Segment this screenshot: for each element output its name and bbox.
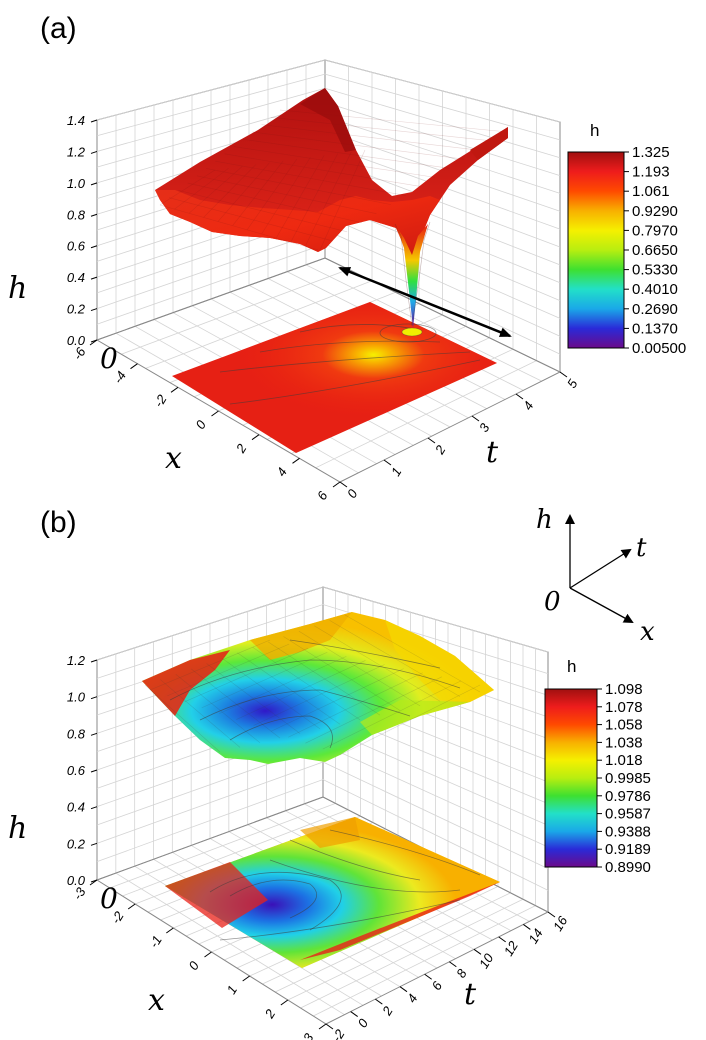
t-tick-label: 5 (564, 376, 581, 391)
colorbar-label: 0.7970 (632, 222, 678, 239)
t-tick-label: 14 (525, 926, 545, 946)
panel-a-tlabel: t (486, 435, 499, 470)
colorbar-label: 0.6650 (632, 242, 678, 259)
x-tick-label: 4 (273, 465, 290, 479)
x-tick-label: -2 (151, 391, 170, 409)
t-tick-label: 0 (355, 1015, 372, 1030)
colorbar-label: 0.9587 (605, 806, 651, 823)
panel-a-arrow (338, 266, 512, 338)
colorbar-label: 0.2690 (632, 301, 678, 318)
panel-b-colorbar: h 1.0981.0781.0581.0381.0180.99850.97860… (544, 657, 651, 876)
z-tick-label: 1.0 (67, 690, 86, 705)
panel-a-colorbar: h 1.325 1.193 1.061 0.9290 0.7970 0.6650 0.533… (567, 121, 686, 357)
z-tick-label: 0.4 (67, 800, 85, 815)
z-tick-label: 0.2 (67, 302, 86, 317)
colorbar-label: 0.9290 (632, 203, 678, 220)
x-tick-label: 3 (300, 1030, 317, 1040)
panel-b-base-map (165, 817, 500, 968)
inset-h-label: h (536, 505, 553, 535)
x-tick-label: 0 (192, 417, 209, 432)
colorbar-label: 1.038 (605, 734, 643, 751)
panel-b-colorbar-bar (544, 688, 598, 868)
colorbar-label: 1.058 (605, 717, 643, 734)
colorbar-label: 0.9388 (605, 823, 651, 840)
colorbar-label: 1.098 (605, 681, 643, 698)
panel-a-zlabel: h (8, 271, 27, 306)
x-tick-label: 2 (232, 441, 249, 457)
z-tick-label: 1.2 (67, 144, 86, 159)
inset-origin-label: 0 (544, 587, 561, 617)
z-tick-label: 0.6 (67, 763, 86, 778)
panel-a-colorbar-title: h (590, 121, 599, 140)
panel-b-colorbar-title: h (567, 657, 576, 676)
t-tick-label: 2 (379, 1003, 396, 1019)
colorbar-label: 1.193 (632, 164, 670, 181)
panel-b-z-ticks: 0.0 0.2 0.4 0.6 0.8 1.0 1.2 (67, 653, 98, 888)
panel-a-z-ticks: 0.0 0.2 0.4 0.6 0.8 1.0 1.2 1.4 (67, 113, 98, 348)
panel-b-xlabel: x (148, 983, 165, 1018)
t-tick-label: 3 (476, 420, 493, 435)
x-tick-label: 2 (261, 1006, 278, 1022)
z-tick-label: 1.2 (67, 653, 86, 668)
axes-inset: h t 0 x (536, 505, 655, 647)
x-tick-label: 6 (314, 488, 331, 503)
inset-x-label: x (640, 617, 655, 647)
panel-b-zlabel: h (8, 811, 27, 846)
panel-a-base-map (172, 302, 497, 453)
z-tick-label: 0.0 (67, 873, 86, 888)
colorbar-label: 0.5330 (632, 262, 678, 279)
colorbar-label: 0.9786 (605, 788, 651, 805)
z-tick-label: 0.2 (67, 836, 86, 851)
x-tick-label: 0 (185, 958, 202, 973)
panel-b: (b) h t 0 x (8, 505, 655, 1040)
colorbar-label: 1.061 (632, 183, 670, 200)
colorbar-label: 0.9985 (605, 770, 651, 787)
colorbar-label: 0.00500 (632, 340, 686, 357)
colorbar-label: 1.325 (632, 144, 670, 161)
x-tick-label: -1 (146, 933, 165, 951)
t-tick-label: 1 (388, 465, 405, 479)
panel-a-origin: 0 (100, 342, 118, 375)
panel-a-xlabel: x (165, 441, 182, 476)
z-tick-label: 0.4 (67, 270, 85, 285)
t-tick-label: 6 (429, 978, 446, 993)
z-tick-label: 1.0 (67, 176, 86, 191)
panel-a: (a) (8, 12, 686, 503)
t-tick-label: 4 (404, 991, 421, 1005)
colorbar-label: 0.8990 (605, 859, 651, 876)
panel-b-surface (142, 612, 494, 764)
colorbar-label: 0.4010 (632, 281, 678, 298)
panel-b-origin: 0 (100, 882, 118, 915)
panel-a-label: (a) (40, 12, 77, 45)
z-tick-label: 1.4 (67, 113, 85, 128)
colorbar-label: 1.078 (605, 699, 643, 716)
z-tick-label: 0.8 (67, 207, 86, 222)
t-tick-label: 4 (520, 399, 537, 413)
panel-b-tlabel: t (464, 977, 477, 1012)
panel-b-label: (b) (40, 506, 77, 539)
panel-a-colorbar-bar (567, 151, 625, 349)
colorbar-label: 0.9189 (605, 841, 651, 858)
t-tick-label: 0 (344, 486, 361, 501)
colorbar-label: 1.018 (605, 752, 643, 769)
inset-t-label: t (636, 533, 647, 563)
colorbar-label: 0.1370 (632, 320, 678, 337)
z-tick-label: 0.0 (67, 333, 86, 348)
x-tick-label: 1 (224, 983, 241, 997)
z-tick-label: 0.8 (67, 726, 86, 741)
z-tick-label: 0.6 (67, 239, 86, 254)
t-tick-label: 2 (431, 442, 448, 458)
